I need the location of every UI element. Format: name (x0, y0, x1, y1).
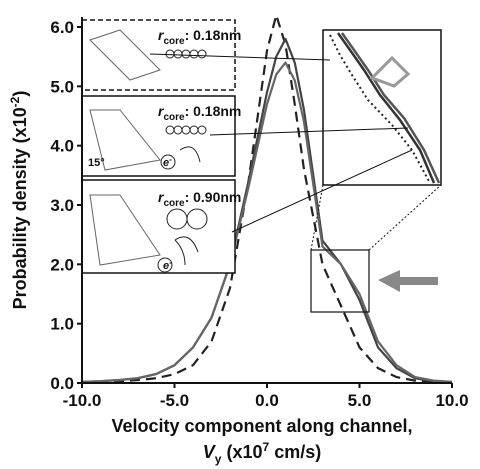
zoom-arrow (369, 55, 411, 88)
y-tick-label: 6.0 (50, 18, 74, 37)
y-tick-label: 3.0 (50, 196, 74, 215)
x-tick-label: 0.0 (255, 391, 279, 410)
zoom-box (310, 249, 370, 313)
inset-label-part: r (158, 189, 165, 205)
highlight-arrow (378, 270, 438, 292)
pointer-line (209, 127, 409, 136)
y-tick-label: 2.0 (50, 255, 74, 274)
inset-label-sub: core (163, 112, 185, 123)
inset-label: rcore: 0.18nm (158, 103, 241, 123)
electron-letter: e (163, 157, 169, 169)
zoom-curve (340, 32, 441, 184)
inset-label-part: r (158, 103, 165, 119)
y-axis-label-part: ) (10, 91, 30, 97)
channel-icon (89, 29, 161, 81)
y-tick-label: 1.0 (50, 315, 74, 334)
x-axis-label-sub: y (215, 452, 222, 466)
pointer-line (149, 53, 331, 61)
x-tick-label: 5.0 (348, 391, 372, 410)
atom-chain (157, 49, 208, 273)
electron-sup: - (169, 155, 172, 164)
electron-letter: e (163, 260, 169, 272)
x-tick-label: -5.0 (160, 391, 189, 410)
electron-label: e- (163, 155, 172, 169)
inset-box (81, 19, 236, 91)
zoom-curve (329, 34, 431, 184)
electron-sup: - (169, 258, 172, 267)
x-axis-label-sup: 7 (263, 440, 270, 454)
inset-box (81, 95, 236, 177)
inset-label: rcore: 0.90nm (158, 189, 241, 209)
electron-label: e- (163, 258, 172, 272)
channel-icon (89, 109, 161, 171)
line (81, 61, 453, 383)
x-tick-label: 10.0 (435, 391, 468, 410)
x-axis-label-part: (x10 (221, 442, 262, 462)
channel-icon (89, 194, 161, 266)
angle-label: 15° (88, 157, 105, 169)
zoom-connector (310, 184, 324, 251)
y-axis-label: Probability density (x10-2) (8, 91, 30, 310)
inset-label-part: : 0.90nm (185, 189, 242, 205)
inset-label-sub: core (163, 36, 185, 47)
line (82, 14, 453, 384)
zoom-inset (322, 29, 442, 186)
y-axis-label-part: Probability density (x10 (10, 107, 30, 309)
x-axis-label-part: cm/s) (269, 442, 321, 462)
inset-label-part: r (158, 27, 165, 43)
inset-label-part: : 0.18nm (185, 103, 242, 119)
x-tick-label: -10.0 (63, 391, 102, 410)
x-axis-label: Velocity component along channel, (111, 416, 412, 436)
y-tick-label: 5.0 (50, 77, 74, 96)
x-axis-label: Vy (x107 cm/s) (203, 440, 321, 466)
zoom-connector (368, 184, 442, 251)
y-tick-label: 0.0 (50, 374, 74, 393)
pointer-line (231, 149, 413, 233)
x-axis-label-part: V (203, 442, 217, 462)
inset-label-part: : 0.18nm (185, 27, 242, 43)
y-tick-label: 4.0 (50, 137, 74, 156)
zoom-curve (336, 32, 436, 184)
decorations (81, 19, 442, 313)
inset-label-sub: core (163, 198, 185, 209)
inset-label: rcore: 0.18nm (158, 27, 241, 47)
y-axis-label-sup: -2 (8, 96, 22, 107)
